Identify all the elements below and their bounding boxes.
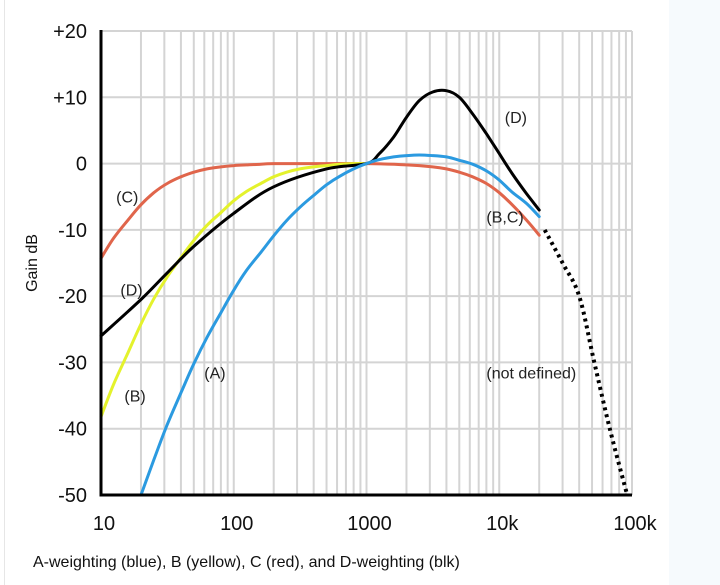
y-tick-label: -30 xyxy=(58,352,87,374)
x-tick-label: 100k xyxy=(613,513,657,535)
annotations: (C) (D) (B) (A) (D) (B,C) (not defined) xyxy=(116,110,576,405)
y-tick-label: +10 xyxy=(53,87,87,109)
curve-label: (C) xyxy=(116,190,138,207)
x-tick-label: 10 xyxy=(93,513,115,535)
curve-label: (B) xyxy=(124,389,145,406)
x-tick-label: 1000 xyxy=(347,513,392,535)
curve-a-weighting xyxy=(139,153,541,497)
left-border xyxy=(4,0,5,585)
y-tick-labels: +20 +10 0 -10 -20 -30 -40 -50 xyxy=(53,21,87,507)
curve-label: (D) xyxy=(120,283,142,300)
curve-c-weighting xyxy=(99,162,541,260)
not-defined-curve xyxy=(542,228,630,496)
x-tick-label: 100 xyxy=(220,513,253,535)
right-panel xyxy=(669,0,720,585)
y-tick-label: -40 xyxy=(58,419,87,441)
curve-b-weighting xyxy=(99,162,368,419)
x-tick-labels: 10 100 1000 10k 100k xyxy=(93,513,658,535)
y-axis-title: Gain dB xyxy=(24,234,41,292)
curve-label: (A) xyxy=(204,365,225,382)
y-tick-label: -20 xyxy=(58,286,87,308)
curve-label: (B,C) xyxy=(486,210,523,227)
y-tick-label: +20 xyxy=(53,21,87,43)
grid xyxy=(101,30,633,496)
chart-caption: A-weighting (blue), B (yellow), C (red),… xyxy=(33,554,460,571)
curve-d-weighting xyxy=(99,88,541,338)
y-tick-label: -10 xyxy=(58,220,87,242)
curve-label: (D) xyxy=(505,110,527,127)
x-tick-label: 10k xyxy=(486,513,519,535)
y-tick-label: 0 xyxy=(76,154,87,176)
y-tick-label: -50 xyxy=(58,485,87,507)
axes xyxy=(99,30,632,497)
curve-label: (not defined) xyxy=(486,365,576,382)
curves xyxy=(99,88,630,497)
